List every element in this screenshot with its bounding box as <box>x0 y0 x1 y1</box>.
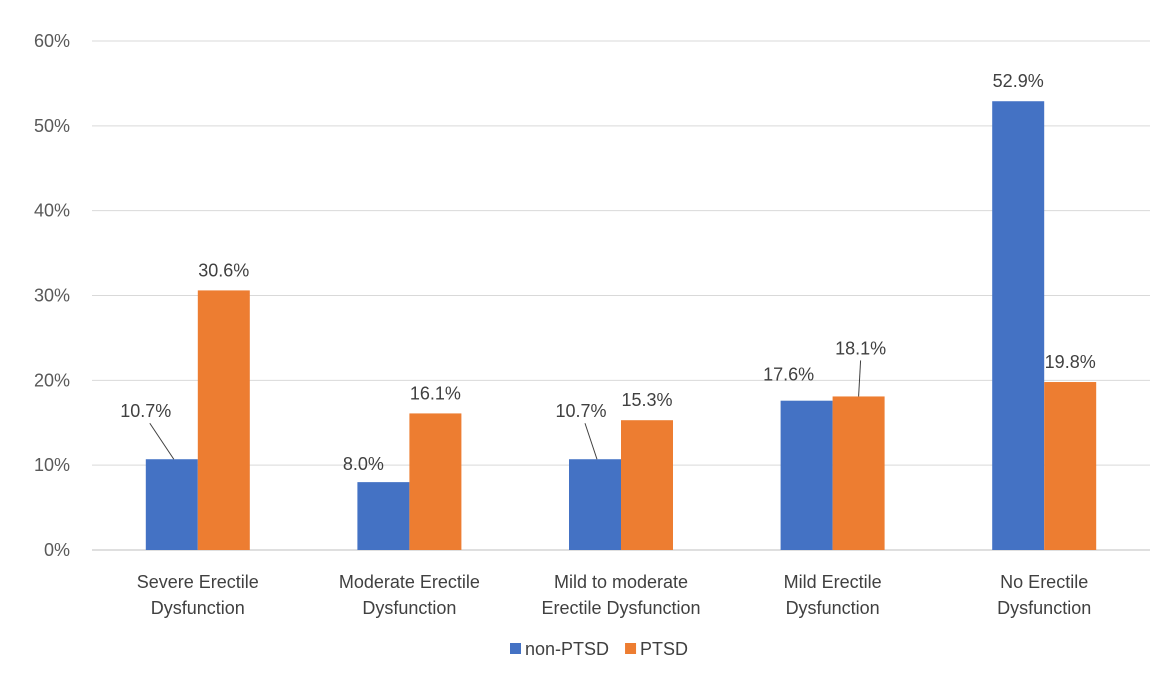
data-label: 30.6% <box>198 260 249 280</box>
bar-ptsd <box>197 290 250 550</box>
legend: non-PTSD PTSD <box>510 639 688 659</box>
x-category-label: Mild to moderate <box>554 572 688 592</box>
data-labels: 10.7% 30.6% 8.0% 16.1% 10.7% 15.3% 17.6% 18.1% 5… <box>120 71 1095 474</box>
bar-non-ptsd <box>780 400 833 550</box>
data-label: 18.1% <box>835 338 886 358</box>
data-label: 15.3% <box>621 390 672 410</box>
bar-ptsd <box>1044 382 1097 550</box>
y-tick-label: 50% <box>34 116 70 136</box>
bar-non-ptsd <box>357 482 410 550</box>
x-category-label: Moderate Erectile <box>339 572 480 592</box>
x-category-label: Erectile Dysfunction <box>541 598 700 618</box>
y-tick-label: 20% <box>34 370 70 390</box>
y-tick-label: 60% <box>34 31 70 51</box>
legend-swatch <box>625 643 637 654</box>
legend-label: non-PTSD <box>525 639 609 659</box>
data-label: 19.8% <box>1045 352 1096 372</box>
y-tick-label: 30% <box>34 286 70 306</box>
y-axis-ticks: 0% 10% 20% 30% 40% 50% 60% <box>34 31 70 560</box>
bar-ptsd <box>409 413 462 550</box>
y-tick-label: 0% <box>44 540 70 560</box>
legend-swatch <box>510 643 521 654</box>
x-category-label: Dysfunction <box>151 598 245 618</box>
x-category-label: Dysfunction <box>362 598 456 618</box>
leader-line <box>584 423 598 460</box>
leader-line <box>149 422 175 460</box>
y-tick-label: 10% <box>34 455 70 475</box>
legend-label: PTSD <box>640 639 688 659</box>
y-tick-label: 40% <box>34 201 70 221</box>
bar-non-ptsd <box>145 459 198 550</box>
x-category-label: No Erectile <box>1000 572 1088 592</box>
x-category-label: Severe Erectile <box>137 572 259 592</box>
data-label: 10.7% <box>120 401 171 421</box>
bar-ptsd <box>832 396 885 550</box>
bars <box>145 101 1097 551</box>
gridlines <box>92 40 1150 551</box>
data-label: 52.9% <box>993 71 1044 91</box>
x-axis-categories: Severe Erectile Dysfunction Moderate Erect… <box>137 572 1091 618</box>
bar-ptsd <box>621 420 673 550</box>
data-label: 17.6% <box>763 365 814 385</box>
bar-non-ptsd <box>992 101 1045 551</box>
leader-line <box>858 360 862 397</box>
leader-lines <box>149 360 862 460</box>
x-category-label: Mild Erectile <box>784 572 882 592</box>
x-category-label: Dysfunction <box>997 598 1091 618</box>
data-label: 16.1% <box>410 383 461 403</box>
data-label: 8.0% <box>343 454 384 474</box>
data-label: 10.7% <box>555 401 606 421</box>
x-category-label: Dysfunction <box>786 598 880 618</box>
bar-non-ptsd <box>569 459 621 550</box>
